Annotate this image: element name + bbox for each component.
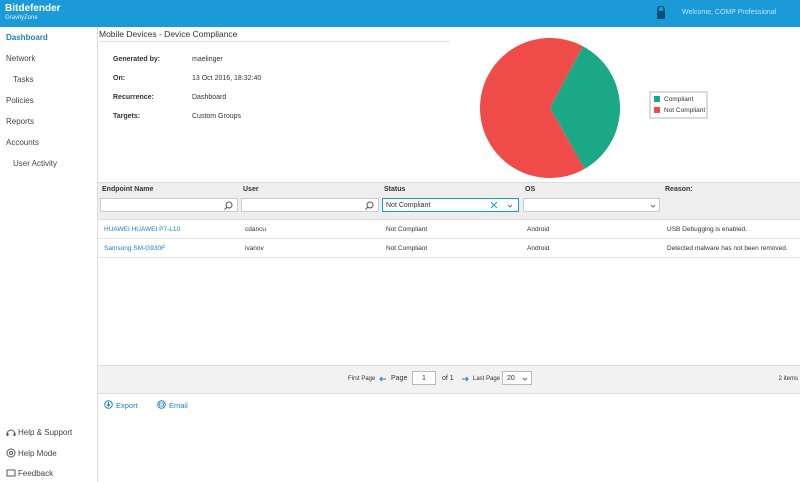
cell: Android xyxy=(527,245,550,252)
per-page-select[interactable]: 20 xyxy=(502,371,532,385)
welcome[interactable]: Welcome, COMP Professional xyxy=(682,9,777,16)
detail-value: Custom Groups xyxy=(192,113,242,120)
item-count: 2 items xyxy=(778,376,798,382)
first-page[interactable]: First Page xyxy=(348,376,376,382)
detail-value: 13 Oct 2016, 18:32:40 xyxy=(192,75,262,82)
legend-swatch xyxy=(654,96,660,102)
footer-link[interactable]: Help & Support xyxy=(18,428,73,437)
cell: Not Compliant xyxy=(386,226,428,233)
row-divider xyxy=(98,238,800,239)
page-label: Page xyxy=(391,375,408,382)
detail-label: Generated by: xyxy=(113,56,161,63)
report-title: Mobile Devices - Device Compliance xyxy=(99,29,238,39)
sidebar: Dashboard Network Tasks Policies Reports… xyxy=(0,27,98,482)
dropdown-arrow xyxy=(650,204,656,208)
nav-item[interactable]: User Activity xyxy=(13,159,58,168)
detail-label: Targets: xyxy=(113,113,141,120)
os-filter[interactable] xyxy=(523,198,660,212)
product: GravityZone xyxy=(5,15,38,21)
next-arrow[interactable] xyxy=(461,376,469,382)
legend-label: Not Compliant xyxy=(664,107,705,114)
cell: Not Compliant xyxy=(386,245,428,252)
column-header[interactable]: Endpoint Name xyxy=(102,186,154,193)
pie-slice xyxy=(480,37,585,178)
top-bar: Bitdefender GravityZone Welcome, COMP Pr… xyxy=(0,0,800,27)
per-page-value: 20 xyxy=(507,375,515,382)
detail-label: On: xyxy=(113,75,126,82)
footer-link[interactable]: Feedback xyxy=(18,469,54,478)
email-button[interactable]: Email xyxy=(169,401,188,410)
divider xyxy=(99,41,449,42)
nav-item[interactable]: Policies xyxy=(6,96,34,105)
brand: Bitdefender xyxy=(5,3,61,14)
cell: Detected malware has not been removed. xyxy=(667,245,788,252)
pie-slice xyxy=(550,46,620,169)
column-header[interactable]: OS xyxy=(525,186,536,193)
column-header[interactable]: Reason: xyxy=(665,186,693,193)
cell: ivanov xyxy=(245,245,264,252)
search-icon xyxy=(224,201,233,210)
export-button[interactable]: Export xyxy=(116,401,138,410)
detail-label: Recurrence: xyxy=(113,94,154,101)
prev-arrow[interactable] xyxy=(379,376,387,382)
nav-item[interactable]: Network xyxy=(6,54,36,63)
detail-value: Dashboard xyxy=(192,94,227,101)
cell: cdancu xyxy=(245,226,266,233)
pagination-bar xyxy=(98,365,800,394)
page-input[interactable]: 1 xyxy=(412,371,436,385)
filter-value: Not Compliant xyxy=(386,202,431,209)
nav-item[interactable]: Dashboard xyxy=(6,33,48,42)
nav-item[interactable]: Accounts xyxy=(6,138,39,147)
email-icon xyxy=(157,400,166,409)
column-header[interactable]: User xyxy=(243,186,259,193)
detail-value: maelinger xyxy=(192,56,223,63)
row-divider xyxy=(98,257,800,258)
footer-icons xyxy=(6,429,16,477)
cell-link[interactable]: Samsung SM-G930F xyxy=(104,245,166,252)
nav-item[interactable]: Reports xyxy=(6,117,35,126)
notification-icon[interactable] xyxy=(655,6,667,20)
cell-link[interactable]: HUAWEI HUAWEI P7-L10 xyxy=(104,226,181,233)
search-icon xyxy=(365,201,374,210)
legend-label: Compliant xyxy=(664,96,693,103)
filter-controls xyxy=(491,202,513,209)
export-icon xyxy=(104,400,113,409)
cell: USB Debugging is enabled. xyxy=(667,226,747,233)
pie-chart: Compliant Not Compliant xyxy=(480,37,708,178)
last-page[interactable]: Last Page xyxy=(473,376,501,382)
filter-input[interactable] xyxy=(100,198,238,212)
column-header[interactable]: Status xyxy=(384,186,406,193)
dropdown-arrow xyxy=(522,377,528,381)
legend-swatch xyxy=(654,107,660,113)
filter-input[interactable] xyxy=(241,198,379,212)
footer-link[interactable]: Help Mode xyxy=(18,449,57,458)
status-filter[interactable]: Not Compliant xyxy=(382,198,519,212)
cell: Android xyxy=(527,226,550,233)
nav-item[interactable]: Tasks xyxy=(13,75,34,84)
page-count: of 1 xyxy=(442,375,454,382)
